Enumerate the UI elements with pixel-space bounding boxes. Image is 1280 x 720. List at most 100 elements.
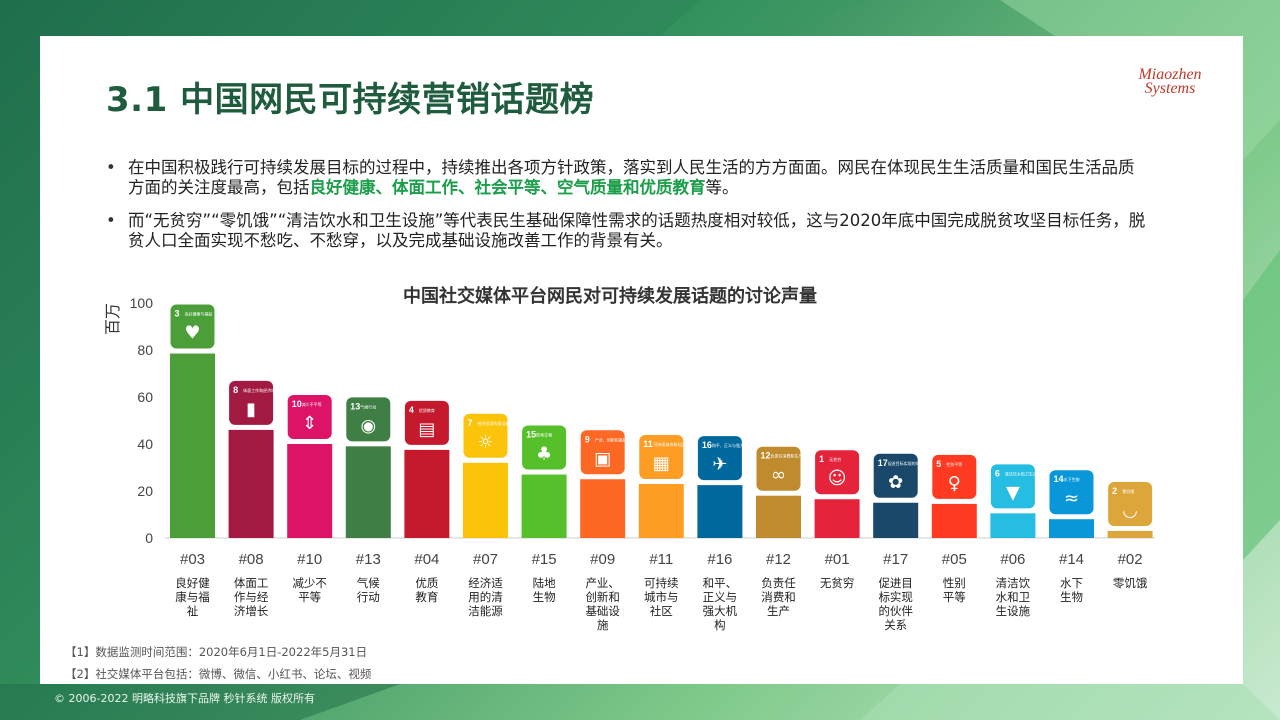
equality-arrows-icon: ⇕ bbox=[302, 413, 317, 434]
sdg-tile bbox=[580, 430, 625, 475]
category-name: 行动 bbox=[357, 590, 380, 604]
sdg-tile bbox=[873, 453, 918, 498]
sdg-tile-caption: 零饥饿 bbox=[1122, 488, 1134, 494]
logo-line2: Systems bbox=[1144, 80, 1196, 98]
category-name: 标实现 bbox=[878, 590, 913, 604]
sdg-tile-caption: 减少不平等 bbox=[302, 401, 322, 407]
category-name: 构 bbox=[714, 618, 726, 632]
y-axis-label: 百万 bbox=[103, 303, 122, 335]
bullet1-highlight: 良好健康、体面工作、社会平等、空气质量和优质教育 bbox=[309, 178, 706, 197]
category-name: 无贫穷 bbox=[820, 576, 855, 590]
growth-chart-icon: ▮ bbox=[246, 399, 256, 420]
sdg-tile-number: 5 bbox=[936, 459, 941, 469]
category-name: 经济适 bbox=[468, 576, 503, 590]
x-tick-label: #15 bbox=[532, 551, 557, 568]
sdg-tile-number: 3 bbox=[175, 309, 180, 319]
sdg-tile bbox=[815, 450, 860, 495]
sdg-tile-number: 12 bbox=[761, 451, 771, 461]
y-tick-label: 20 bbox=[137, 483, 153, 499]
sdg-tile-number: 17 bbox=[878, 458, 888, 468]
sdg-tile-caption: 可持续城市和社区 bbox=[653, 441, 685, 447]
y-tick-label: 0 bbox=[145, 530, 153, 546]
sdg-tile-caption: 经济适用的清洁能源 bbox=[478, 420, 514, 426]
y-tick-label: 100 bbox=[130, 295, 154, 311]
category-name: 清洁饮 bbox=[996, 576, 1031, 590]
sdg-tile-caption: 良好健康与福祉 bbox=[185, 311, 213, 317]
category-name: 基础设 bbox=[585, 604, 620, 618]
bar-05 bbox=[931, 503, 977, 538]
sdg-tile-caption: 性别平等 bbox=[946, 461, 962, 467]
sdg-tile-caption: 体面工作和经济增长 bbox=[243, 387, 279, 393]
sdg-tile bbox=[1108, 481, 1153, 526]
x-tick-label: #11 bbox=[649, 551, 673, 568]
sdg-tile-caption: 促进目标实现的伙伴关系 bbox=[888, 460, 932, 466]
bar-06 bbox=[990, 513, 1036, 538]
logo-line1: Miaozhen bbox=[1138, 66, 1202, 83]
category-name: 强大机 bbox=[703, 604, 738, 618]
category-name: 济增长 bbox=[234, 604, 269, 618]
slide-title: 3.1 中国网民可持续营销话题榜 bbox=[106, 80, 595, 120]
category-name: 和平、 bbox=[703, 576, 738, 590]
x-tick-label: #04 bbox=[414, 551, 439, 568]
sdg-tile-number: 4 bbox=[409, 405, 414, 415]
footnote-2: 【2】社交媒体平台包括：微博、微信、小红书、论坛、视频 bbox=[65, 667, 372, 681]
x-tick-label: #03 bbox=[180, 551, 205, 568]
sdg-tile-number: 15 bbox=[526, 430, 536, 440]
bar-11 bbox=[638, 483, 684, 538]
sdg-tile bbox=[639, 434, 684, 479]
sdg-tile-caption: 产业、创新和基础设施 bbox=[595, 436, 635, 442]
sdg-tile-number: 2 bbox=[1112, 486, 1117, 496]
category-name: 陆地 bbox=[533, 576, 556, 590]
x-tick-label: #13 bbox=[356, 551, 381, 568]
category-name: 教育 bbox=[415, 590, 438, 604]
bar-15 bbox=[521, 474, 567, 538]
gender-icon: ♀ bbox=[948, 473, 961, 494]
sdg-tile-number: 13 bbox=[350, 401, 360, 411]
bar-14 bbox=[1049, 519, 1094, 538]
sdg-tile bbox=[932, 454, 977, 499]
category-name: 用的清 bbox=[468, 590, 503, 604]
book-icon: ▤ bbox=[418, 419, 435, 440]
bar-17 bbox=[873, 502, 919, 538]
eye-globe-icon: ◉ bbox=[360, 415, 376, 436]
x-tick-label: #06 bbox=[1000, 551, 1025, 568]
category-name: 良好健 bbox=[175, 576, 210, 590]
dove-icon: ✈ bbox=[712, 454, 727, 475]
sdg-tile-caption: 负责任消费和生产 bbox=[771, 453, 803, 459]
sdg-tile bbox=[229, 380, 274, 425]
category-name: 消费和 bbox=[761, 590, 796, 604]
sdg-tile-caption: 无贫穷 bbox=[829, 456, 841, 462]
y-tick-label: 80 bbox=[137, 342, 153, 358]
cubes-icon: ▣ bbox=[594, 448, 611, 469]
category-name: 产业、 bbox=[585, 576, 620, 590]
category-name: 水和卫 bbox=[996, 590, 1031, 604]
x-tick-label: #08 bbox=[239, 551, 264, 568]
city-icon: ▦ bbox=[653, 453, 670, 474]
sdg-tile-number: 16 bbox=[702, 440, 712, 450]
category-name: 生物 bbox=[1060, 590, 1083, 604]
bullet-item-1: 在中国积极践行可持续发展目标的过程中，持续推出各项方针政策，落实到人民生活的方方… bbox=[106, 158, 1146, 198]
flower-icon: ✿ bbox=[888, 472, 903, 493]
category-name: 创新和 bbox=[585, 590, 620, 604]
category-name: 气候 bbox=[357, 576, 380, 590]
sdg-tile bbox=[170, 304, 215, 349]
y-tick-label: 40 bbox=[137, 436, 153, 452]
sdg-tile bbox=[756, 446, 801, 491]
sdg-tile-number: 10 bbox=[292, 399, 302, 409]
infinity-icon: ∞ bbox=[771, 465, 786, 486]
sdg-tile bbox=[346, 397, 391, 442]
x-tick-label: #17 bbox=[883, 551, 908, 568]
category-name: 作与经 bbox=[234, 590, 269, 604]
bullet2-text: 而“无贫穷”“零饥饿”“清洁饮水和卫生设施”等代表民生基础保障性需求的话题热度相… bbox=[128, 211, 1146, 250]
category-name: 平等 bbox=[943, 590, 966, 604]
sdg-tile-caption: 气候行动 bbox=[360, 403, 376, 409]
bullet-item-2: 而“无贫穷”“零饥饿”“清洁饮水和卫生设施”等代表民生基础保障性需求的话题热度相… bbox=[106, 211, 1146, 251]
category-name: 平等 bbox=[298, 590, 321, 604]
bullet-list: 在中国积极践行可持续发展目标的过程中，持续推出各项方针政策，落实到人民生活的方方… bbox=[106, 158, 1146, 264]
bar-01 bbox=[814, 499, 860, 538]
category-name: 负责任 bbox=[761, 576, 796, 590]
category-name: 关系 bbox=[884, 618, 907, 632]
sdg-tile-number: 1 bbox=[819, 454, 824, 464]
category-name: 施 bbox=[597, 618, 609, 632]
sdg-tile-caption: 优质教育 bbox=[419, 407, 435, 413]
